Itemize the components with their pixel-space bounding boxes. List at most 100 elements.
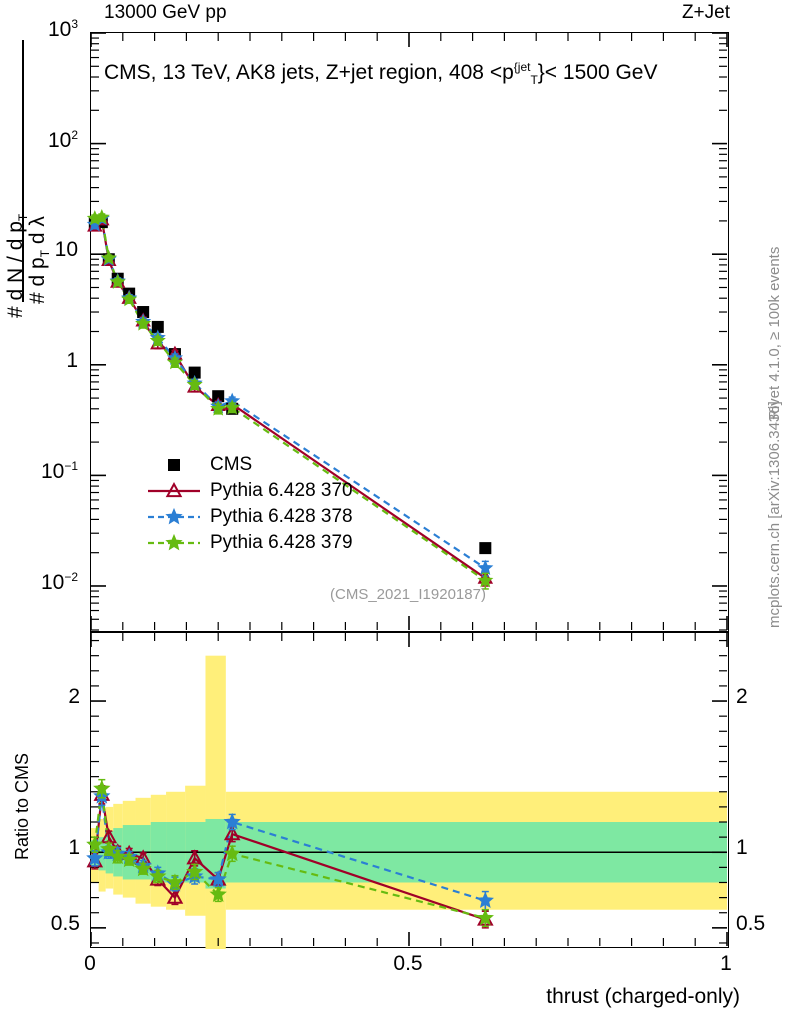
y-tick-exponent: 2 xyxy=(71,127,78,142)
legend-key xyxy=(148,507,200,527)
legend-item[interactable]: Pythia 6.428 379 xyxy=(148,530,353,556)
data-marker-star xyxy=(121,290,138,307)
x-axis-label: thrust (charged-only) xyxy=(546,985,740,1008)
plot-title-pre: CMS, 13 TeV, AK8 jets, Z+jet region, 408… xyxy=(104,61,514,84)
ratio-plot-panel xyxy=(86,632,729,950)
ratio-plot-canvas xyxy=(86,633,728,950)
fraction-bar xyxy=(22,40,24,302)
data-marker-star xyxy=(209,870,227,887)
legend-item[interactable]: CMS xyxy=(148,452,353,478)
y-tick-label-group: 103 102 10 1 10−1 10−2 xyxy=(0,0,84,1024)
legend-item[interactable]: Pythia 6.428 378 xyxy=(148,504,353,530)
analysis-id-watermark: (CMS_2021_I1920187) xyxy=(330,586,486,603)
legend: CMS Pythia 6.428 370 Pythia 6.428 378 Pythi… xyxy=(148,452,353,556)
data-marker-star xyxy=(209,885,227,902)
header-beam-label: 13000 GeV pp xyxy=(104,2,227,23)
data-marker-star xyxy=(223,844,241,862)
main-plot-canvas xyxy=(86,32,728,631)
ratio-tick-label: 1 xyxy=(68,836,80,860)
x-tick-label: 0.5 xyxy=(393,952,423,975)
legend-key-glyph xyxy=(148,533,200,551)
data-marker-square xyxy=(168,459,180,471)
y-tick-base: 10 xyxy=(40,460,65,484)
legend-key xyxy=(148,533,200,553)
data-marker-star xyxy=(120,850,138,868)
data-marker-star xyxy=(86,835,104,853)
series-line xyxy=(94,216,486,570)
ratio-tick-label: 2 xyxy=(736,685,748,709)
legend-key-glyph xyxy=(148,482,200,498)
y-tick-base: 1 xyxy=(66,348,78,372)
data-marker-star xyxy=(476,908,494,926)
data-marker-star xyxy=(149,332,166,348)
ratio-tick-label: 2 xyxy=(68,685,80,709)
plot-title: CMS, 13 TeV, AK8 jets, Z+jet region, 408… xyxy=(104,60,657,87)
y-tick-exponent: −1 xyxy=(64,459,78,474)
plot-title-superscript: {jet xyxy=(513,60,531,74)
y-tick-base: 10 xyxy=(47,18,72,41)
data-marker-star xyxy=(186,862,204,880)
ratio-tick-label: 1 xyxy=(736,836,748,860)
legend-item[interactable]: Pythia 6.428 370 xyxy=(148,478,353,504)
series-line xyxy=(94,216,486,582)
header-process-label: Z+Jet xyxy=(681,2,730,23)
data-marker-star xyxy=(134,859,152,877)
data-marker-square xyxy=(479,542,492,555)
ratio-tick-label: 0.5 xyxy=(736,911,766,935)
data-marker-star xyxy=(109,847,127,865)
y-tick-base: 10 xyxy=(47,128,72,152)
legend-key-glyph xyxy=(148,507,200,525)
data-marker-triangle xyxy=(165,482,183,498)
data-marker-star xyxy=(165,533,183,551)
rivet-version-caption: Rivet 4.1.0, ≥ 100k events xyxy=(766,246,783,420)
legend-key-glyph xyxy=(168,459,180,471)
y-tick-label: 102 xyxy=(0,128,84,153)
data-marker-star xyxy=(135,315,152,331)
y-axis-label-main: # d pT d λ # d N / d pT xyxy=(0,18,56,318)
data-marker-star xyxy=(93,208,110,225)
y-tick-base: 10 xyxy=(40,570,65,594)
data-marker-star xyxy=(210,400,227,416)
y-tick-exponent: −2 xyxy=(64,569,78,584)
data-marker-star xyxy=(223,812,241,830)
data-marker-square xyxy=(151,320,164,333)
legend-label: CMS xyxy=(210,454,253,475)
plot-title-subscript: T xyxy=(530,73,538,88)
legend-key xyxy=(148,481,200,501)
y-tick-label: 10−1 xyxy=(0,459,84,484)
y-tick-label: 103 xyxy=(0,17,84,42)
legend-label: Pythia 6.428 378 xyxy=(210,506,353,527)
data-marker-star xyxy=(100,249,117,266)
ratio-tick-label: 0.5 xyxy=(50,911,80,935)
y-tick-label: 10−2 xyxy=(0,570,84,595)
data-marker-square xyxy=(212,390,225,403)
data-marker-triangle xyxy=(223,825,241,841)
mcplots-reference-caption: mcplots.cern.ch [arXiv:1306.3436] xyxy=(766,401,783,628)
data-marker-star xyxy=(476,891,494,909)
data-marker-star xyxy=(165,507,183,525)
data-marker-star xyxy=(93,779,111,797)
data-marker-star xyxy=(149,867,167,884)
main-plot-panel xyxy=(86,32,729,632)
data-marker-square xyxy=(188,366,201,379)
data-marker-triangle xyxy=(166,888,184,904)
y-tick-label: 1 xyxy=(0,349,84,373)
y-tick-exponent: 3 xyxy=(71,17,78,31)
y-tick-label: 10 xyxy=(0,238,84,262)
x-tick-label: 1 xyxy=(720,952,732,975)
legend-label: Pythia 6.428 370 xyxy=(210,480,353,501)
plot-title-post: }< 1500 GeV xyxy=(537,61,658,84)
data-marker-star xyxy=(100,840,118,857)
y-tick-base: 10 xyxy=(54,238,78,262)
data-marker-star xyxy=(224,399,241,415)
legend-label: Pythia 6.428 379 xyxy=(210,532,353,553)
data-marker-star xyxy=(186,376,203,392)
legend-key xyxy=(148,455,200,475)
data-marker-square xyxy=(137,306,150,319)
x-tick-label: 0 xyxy=(84,952,96,975)
uncertainty-band-inner xyxy=(98,837,106,871)
data-marker-star xyxy=(86,849,104,866)
data-marker-star xyxy=(477,559,494,575)
